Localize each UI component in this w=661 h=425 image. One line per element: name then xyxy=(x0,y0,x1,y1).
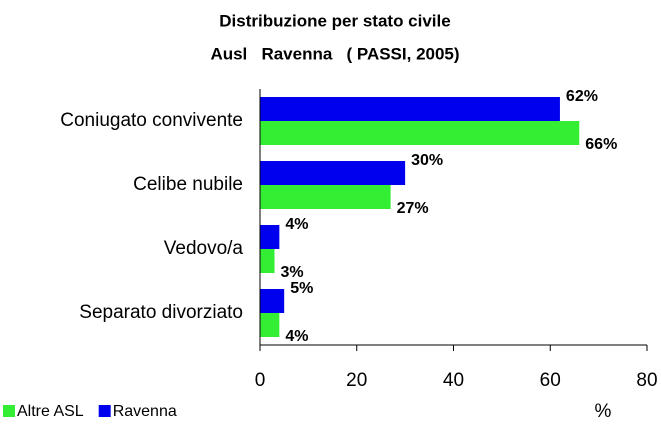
y-tick-label: Coniugato convivente xyxy=(60,110,243,131)
x-tick-label: 20 xyxy=(346,370,367,391)
x-tick-label: 80 xyxy=(636,370,657,391)
legend-swatch xyxy=(98,405,111,417)
y-tick-label: Separato divorziato xyxy=(79,302,243,323)
value-label: 27% xyxy=(397,200,429,217)
value-label: 62% xyxy=(566,88,598,105)
x-axis-label: % xyxy=(595,401,612,422)
value-label: 30% xyxy=(411,152,443,169)
chart-title: Distribuzione per stato civile xyxy=(219,11,450,30)
bar xyxy=(260,185,391,209)
chart-title: Ausl Ravenna ( PASSI, 2005) xyxy=(210,44,459,63)
bar xyxy=(260,121,580,145)
y-tick-label: Vedovo/a xyxy=(164,238,244,259)
bar xyxy=(260,97,560,121)
legend-label: Ravenna xyxy=(113,403,177,420)
bar xyxy=(260,225,280,249)
bar xyxy=(260,249,275,273)
legend-swatch xyxy=(3,405,15,417)
bar xyxy=(260,313,280,337)
value-label: 3% xyxy=(281,264,304,281)
bar xyxy=(260,161,406,185)
x-tick-label: 40 xyxy=(443,370,464,391)
x-tick-label: 60 xyxy=(540,370,561,391)
value-label: 5% xyxy=(290,280,313,297)
value-label: 66% xyxy=(585,136,617,153)
legend-label: Altre ASL xyxy=(17,403,84,420)
value-label: 4% xyxy=(285,216,308,233)
bar xyxy=(260,289,285,313)
value-label: 4% xyxy=(285,328,308,345)
y-tick-label: Celibe nubile xyxy=(133,174,243,195)
x-tick-label: 0 xyxy=(255,370,266,391)
